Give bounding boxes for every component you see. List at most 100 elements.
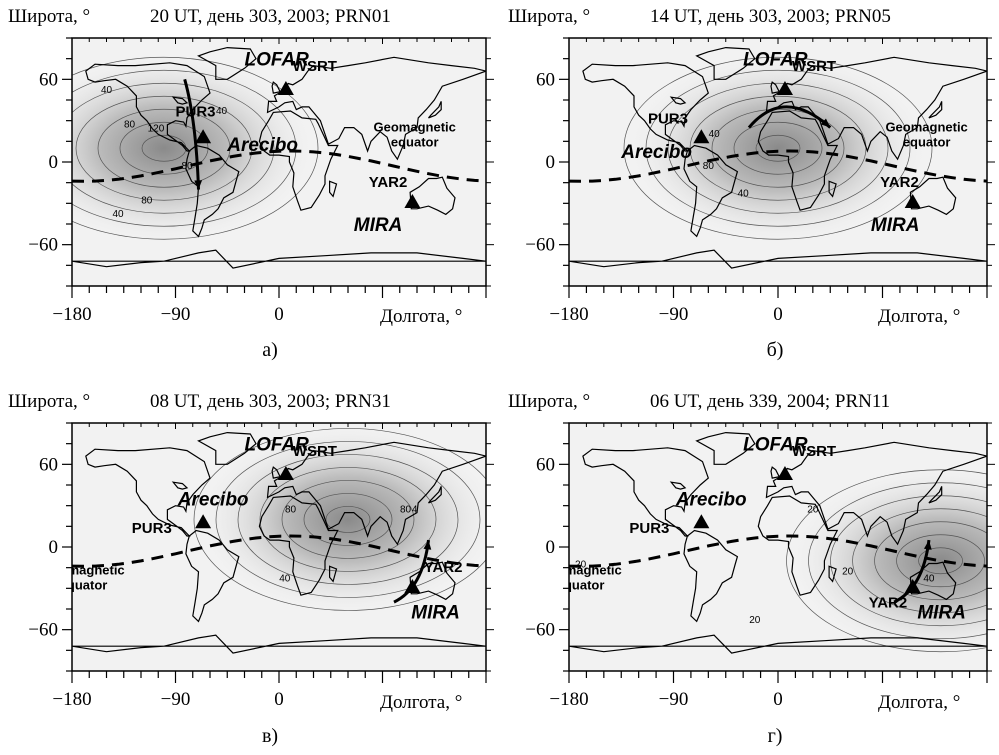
station-label-mira: MIRA	[917, 603, 966, 624]
coastline-greenland	[695, 46, 756, 80]
tec-contour	[808, 482, 987, 640]
tec-contour	[325, 506, 371, 533]
tec-contour	[215, 441, 481, 598]
geomagnetic-equator-line	[72, 534, 486, 568]
station-label-lofar: LOFAR	[743, 50, 808, 71]
station-label-lofar: LOFAR	[245, 50, 310, 71]
station-marker-wsrt	[277, 80, 294, 95]
geomagnetic-label: equator	[557, 578, 605, 593]
panel-letter: в)	[262, 725, 278, 747]
coastline-australia	[909, 561, 957, 601]
x-tick-label: −180	[549, 304, 588, 325]
tec-contour	[667, 82, 889, 214]
y-tick-label: −60	[28, 235, 58, 256]
station-marker-pur3	[195, 129, 212, 144]
coastline-australia	[909, 176, 957, 216]
coastline-eurasia	[266, 441, 486, 546]
coastline-japan	[928, 486, 943, 504]
x-tick-label: 0	[274, 304, 284, 325]
coastline-madagascar	[828, 180, 837, 198]
contour-label: 20	[575, 560, 587, 571]
station-label-yar2: YAR2	[424, 559, 463, 576]
coastline-antarctica	[72, 634, 486, 654]
contour-label: 40	[709, 129, 721, 140]
contour-label: 4	[412, 505, 418, 516]
station-label-yar2: YAR2	[869, 595, 908, 612]
coastline-australia	[409, 176, 456, 216]
coastline-japan	[428, 101, 442, 119]
latitude-axis-label: Широта, °	[8, 6, 90, 27]
station-marker-wsrt	[776, 465, 793, 480]
tec-contour	[755, 134, 801, 162]
contour-label: 40	[738, 188, 750, 199]
tec-contour	[918, 547, 963, 575]
x-tick-label: −90	[161, 689, 191, 710]
tec-contour	[623, 56, 933, 240]
tec-shading	[790, 465, 987, 656]
station-marker-pur3	[693, 514, 710, 529]
tec-contour	[72, 56, 319, 240]
coastline-greatLakes	[669, 481, 687, 490]
tec-contour	[193, 428, 486, 611]
longitude-axis-label: Долгота, °	[878, 306, 960, 327]
x-tick-label: −90	[161, 304, 191, 325]
station-label-mira: MIRA	[871, 215, 920, 236]
contour-label: 80	[703, 161, 715, 172]
station-marker-wsrt	[776, 80, 793, 95]
geomagnetic-equator-line	[569, 149, 987, 183]
geomagnetic-equator-line	[569, 534, 987, 568]
track-arrowhead	[923, 540, 932, 550]
coastline-northAmerica	[582, 62, 710, 152]
coastline-britain	[271, 81, 281, 94]
y-tick-label: 60	[39, 69, 58, 90]
geomagnetic-label: Geomagnetic	[539, 563, 621, 578]
coastline-northAmerica	[582, 447, 710, 537]
contour-label: 40	[101, 85, 113, 96]
panel-letter: б)	[767, 339, 784, 361]
coastline-eurasia	[266, 56, 486, 161]
y-tick-label: 0	[546, 152, 556, 173]
longitude-axis-label: Долгота, °	[878, 692, 960, 713]
coastline-southAmerica	[185, 529, 240, 623]
track-arrowhead	[194, 180, 203, 190]
x-tick-label: 0	[274, 689, 284, 710]
coastline-antarctica	[569, 634, 987, 654]
y-tick-label: −60	[525, 235, 555, 256]
station-label-yar2: YAR2	[369, 174, 408, 191]
y-tick-label: 0	[49, 537, 59, 558]
station-label-mira: MIRA	[411, 603, 460, 624]
station-label-wsrt: WSRT	[293, 58, 337, 75]
coastline-southAmerica	[185, 144, 240, 238]
tec-contour	[259, 467, 437, 572]
station-label-wsrt: WSRT	[792, 58, 836, 75]
latitude-axis-label: Широта, °	[508, 6, 590, 27]
coastline-eurasia	[765, 441, 987, 546]
station-marker-pur3	[693, 129, 710, 144]
contour-label: 120	[148, 124, 165, 135]
coastline-britain	[271, 466, 281, 479]
y-tick-label: −60	[28, 620, 58, 641]
tec-contour	[97, 108, 231, 188]
coastline-japan	[428, 486, 442, 504]
coastline-southAmerica	[683, 144, 739, 238]
coastline-africa	[757, 495, 839, 596]
station-label-wsrt: WSRT	[293, 443, 337, 460]
coastline-southAmerica	[683, 529, 739, 623]
x-tick-label: 0	[773, 689, 783, 710]
y-tick-label: −60	[525, 620, 555, 641]
panel-title: 06 UT, день 339, 2004; PRN11	[650, 391, 890, 412]
geomagnetic-label: equator	[391, 135, 439, 150]
tec-contour	[896, 534, 985, 588]
contour-label: 20	[749, 615, 761, 626]
contour-label: 80	[141, 195, 153, 206]
station-label-arecibo: Arecibo	[226, 135, 298, 156]
tec-contour	[75, 95, 253, 201]
panel-title: 08 UT, день 303, 2003; PRN31	[150, 391, 391, 412]
latitude-axis-label: Широта, °	[8, 391, 90, 412]
tec-contour	[281, 480, 415, 559]
contour-label: 20	[807, 505, 819, 516]
tec-shading	[198, 424, 486, 615]
